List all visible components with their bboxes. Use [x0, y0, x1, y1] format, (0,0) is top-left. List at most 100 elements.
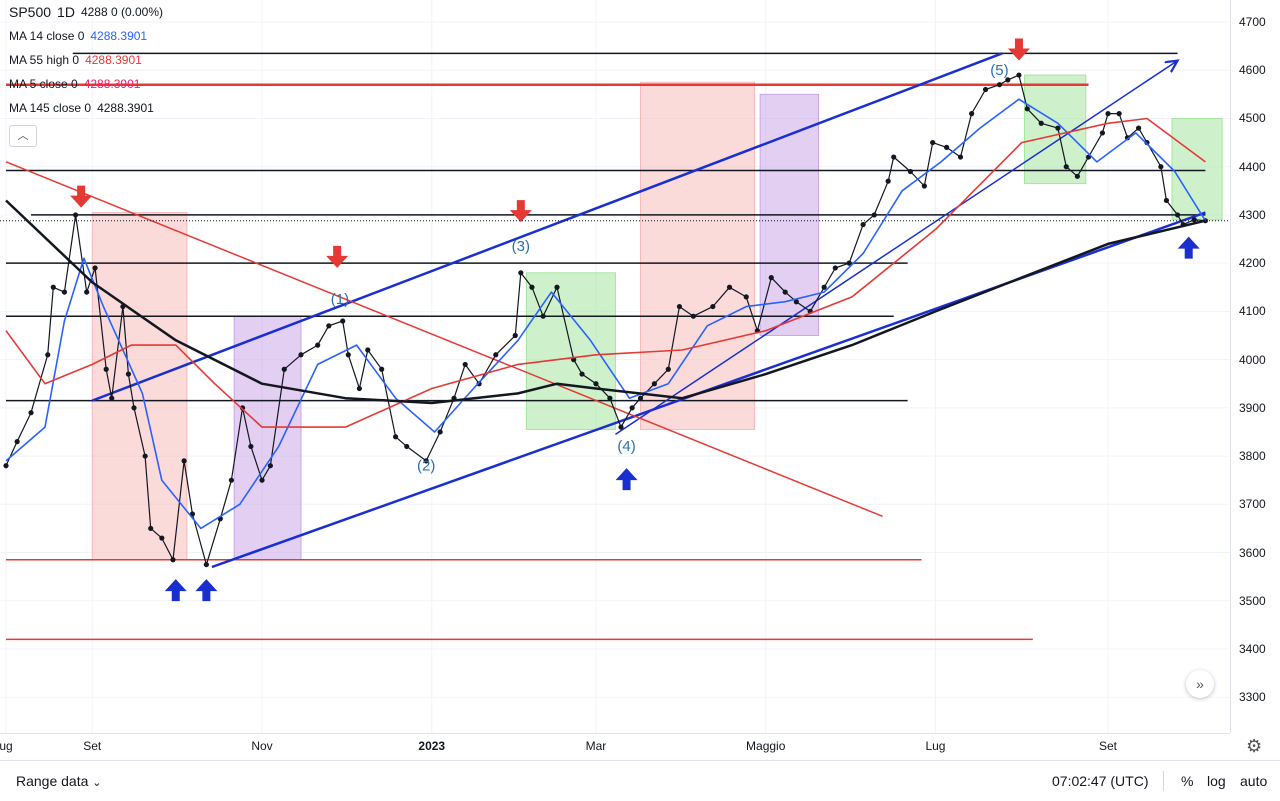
price-point [907, 168, 914, 175]
price-point [1174, 212, 1181, 218]
price-point [131, 405, 137, 411]
price-point [518, 270, 524, 276]
chart-plot-area[interactable]: (1) (2) (3) (4) (5) [0, 0, 1230, 733]
price-point [930, 139, 936, 146]
price-tick-label: 4600 [1239, 63, 1266, 78]
price-point [821, 284, 827, 290]
price-tick-label: 3400 [1239, 641, 1266, 656]
legend-indicator-row[interactable]: MA 145 close 0 4288.3901 [0, 96, 163, 120]
percent-toggle[interactable]: % [1181, 773, 1194, 789]
price-point [437, 429, 443, 435]
price-point [1191, 217, 1197, 223]
price-point [170, 557, 176, 563]
legend-indicator-row[interactable]: MA 14 close 0 4288.3901 [0, 24, 163, 48]
price-point [921, 183, 927, 189]
log-toggle[interactable]: log [1207, 773, 1226, 789]
time-tick-label: Lug [925, 739, 946, 753]
price-point [356, 385, 363, 392]
utc-clock[interactable]: 07:02:47 (UTC) [1052, 773, 1149, 789]
price-point [84, 289, 90, 295]
divider [1163, 771, 1164, 791]
time-axis[interactable]: ug Set Nov 2023 Mar Maggio Lug Set [0, 733, 1230, 761]
price-point [1074, 173, 1080, 179]
price-point [768, 275, 774, 281]
legend-collapse-button[interactable]: ︿ [9, 125, 37, 147]
price-point [651, 381, 657, 387]
price-tick-label: 4700 [1239, 15, 1266, 29]
chevron-up-icon: ︿ [17, 130, 29, 142]
price-point [618, 424, 624, 430]
price-point [61, 289, 68, 295]
price-point [782, 289, 788, 295]
arrow-down-icon [1007, 38, 1030, 61]
price-point [540, 313, 546, 319]
wave-label: (5) [990, 62, 1008, 79]
price-point [957, 154, 964, 160]
indicator-value: 4288.3901 [83, 77, 141, 91]
price-point [512, 332, 518, 339]
price-point [228, 477, 235, 483]
price-axis[interactable]: 4700 4600 4500 4400 4300 4200 4100 4000 3900 3800… [1230, 0, 1280, 733]
price-tick-label: 4000 [1239, 352, 1266, 367]
legend-indicator-row[interactable]: MA 55 high 0 4288.3901 [0, 48, 163, 72]
price-tick-label: 3700 [1239, 497, 1266, 512]
zone-green [1171, 117, 1223, 221]
price-point [315, 342, 321, 348]
symbol-name[interactable]: SP500 [9, 4, 52, 20]
time-tick-label: Set [83, 739, 102, 753]
time-tick-label: Mar [585, 739, 607, 753]
chevron-down-icon: ⌄ [92, 777, 102, 789]
wave-label: (3) [512, 238, 530, 255]
price-tick-label: 3800 [1239, 449, 1266, 464]
price-point [891, 154, 897, 160]
arrow-up-icon [615, 468, 638, 491]
timeframe[interactable]: 1D [57, 4, 75, 20]
price-point [593, 381, 599, 387]
scroll-to-realtime-button[interactable]: » [1186, 670, 1214, 698]
arrow-down-icon [509, 200, 532, 223]
arrow-up-icon [1177, 236, 1200, 259]
time-tick-label: Set [1098, 739, 1118, 753]
indicator-name: MA 5 close 0 [9, 77, 78, 91]
price-point [423, 458, 429, 464]
wave-label: (4) [617, 438, 635, 455]
range-data-button[interactable]: Range data ⌄ [16, 773, 102, 789]
trendline [91, 52, 1003, 402]
price-point [493, 352, 499, 358]
arrow-up-icon [164, 579, 187, 602]
price-point [743, 294, 749, 300]
legend-indicator-row[interactable]: MA 5 close 0 4288.3901 [0, 72, 163, 96]
price-point [28, 410, 34, 416]
price-point [45, 352, 51, 358]
trendline [5, 161, 883, 518]
price-point [72, 212, 79, 218]
price-point [1105, 111, 1111, 117]
signal-arrows [70, 38, 1200, 602]
time-tick-label: Nov [251, 739, 273, 753]
price-point [248, 443, 254, 450]
price-point [1063, 164, 1069, 170]
bottom-toolbar: Range data ⌄ 07:02:47 (UTC) % log auto [0, 760, 1280, 801]
price-point [1158, 164, 1164, 170]
price-point [1144, 139, 1150, 146]
price-point [92, 265, 98, 271]
indicator-name: MA 55 high 0 [9, 53, 80, 67]
arrow-up-icon [195, 579, 218, 602]
range-data-label: Range data [16, 773, 89, 789]
price-tick-label: 4200 [1239, 256, 1266, 271]
gear-icon[interactable]: ⚙ [1246, 736, 1263, 756]
price-point [996, 82, 1003, 88]
price-point [1024, 106, 1030, 112]
auto-toggle[interactable]: auto [1240, 773, 1268, 789]
series-line-ma [5, 117, 1206, 428]
price-point [1163, 197, 1170, 204]
price-point [1055, 125, 1061, 131]
price-tick-label: 4300 [1239, 207, 1266, 222]
series-line-ma [5, 199, 1206, 405]
indicator-name: MA 145 close 0 [9, 101, 92, 115]
price-readout: 4288 0 (0.00%) [80, 5, 164, 19]
price-tick-label: 4100 [1239, 304, 1266, 319]
price-point [832, 265, 838, 271]
zone-green [1024, 74, 1087, 185]
price-point [404, 443, 410, 450]
